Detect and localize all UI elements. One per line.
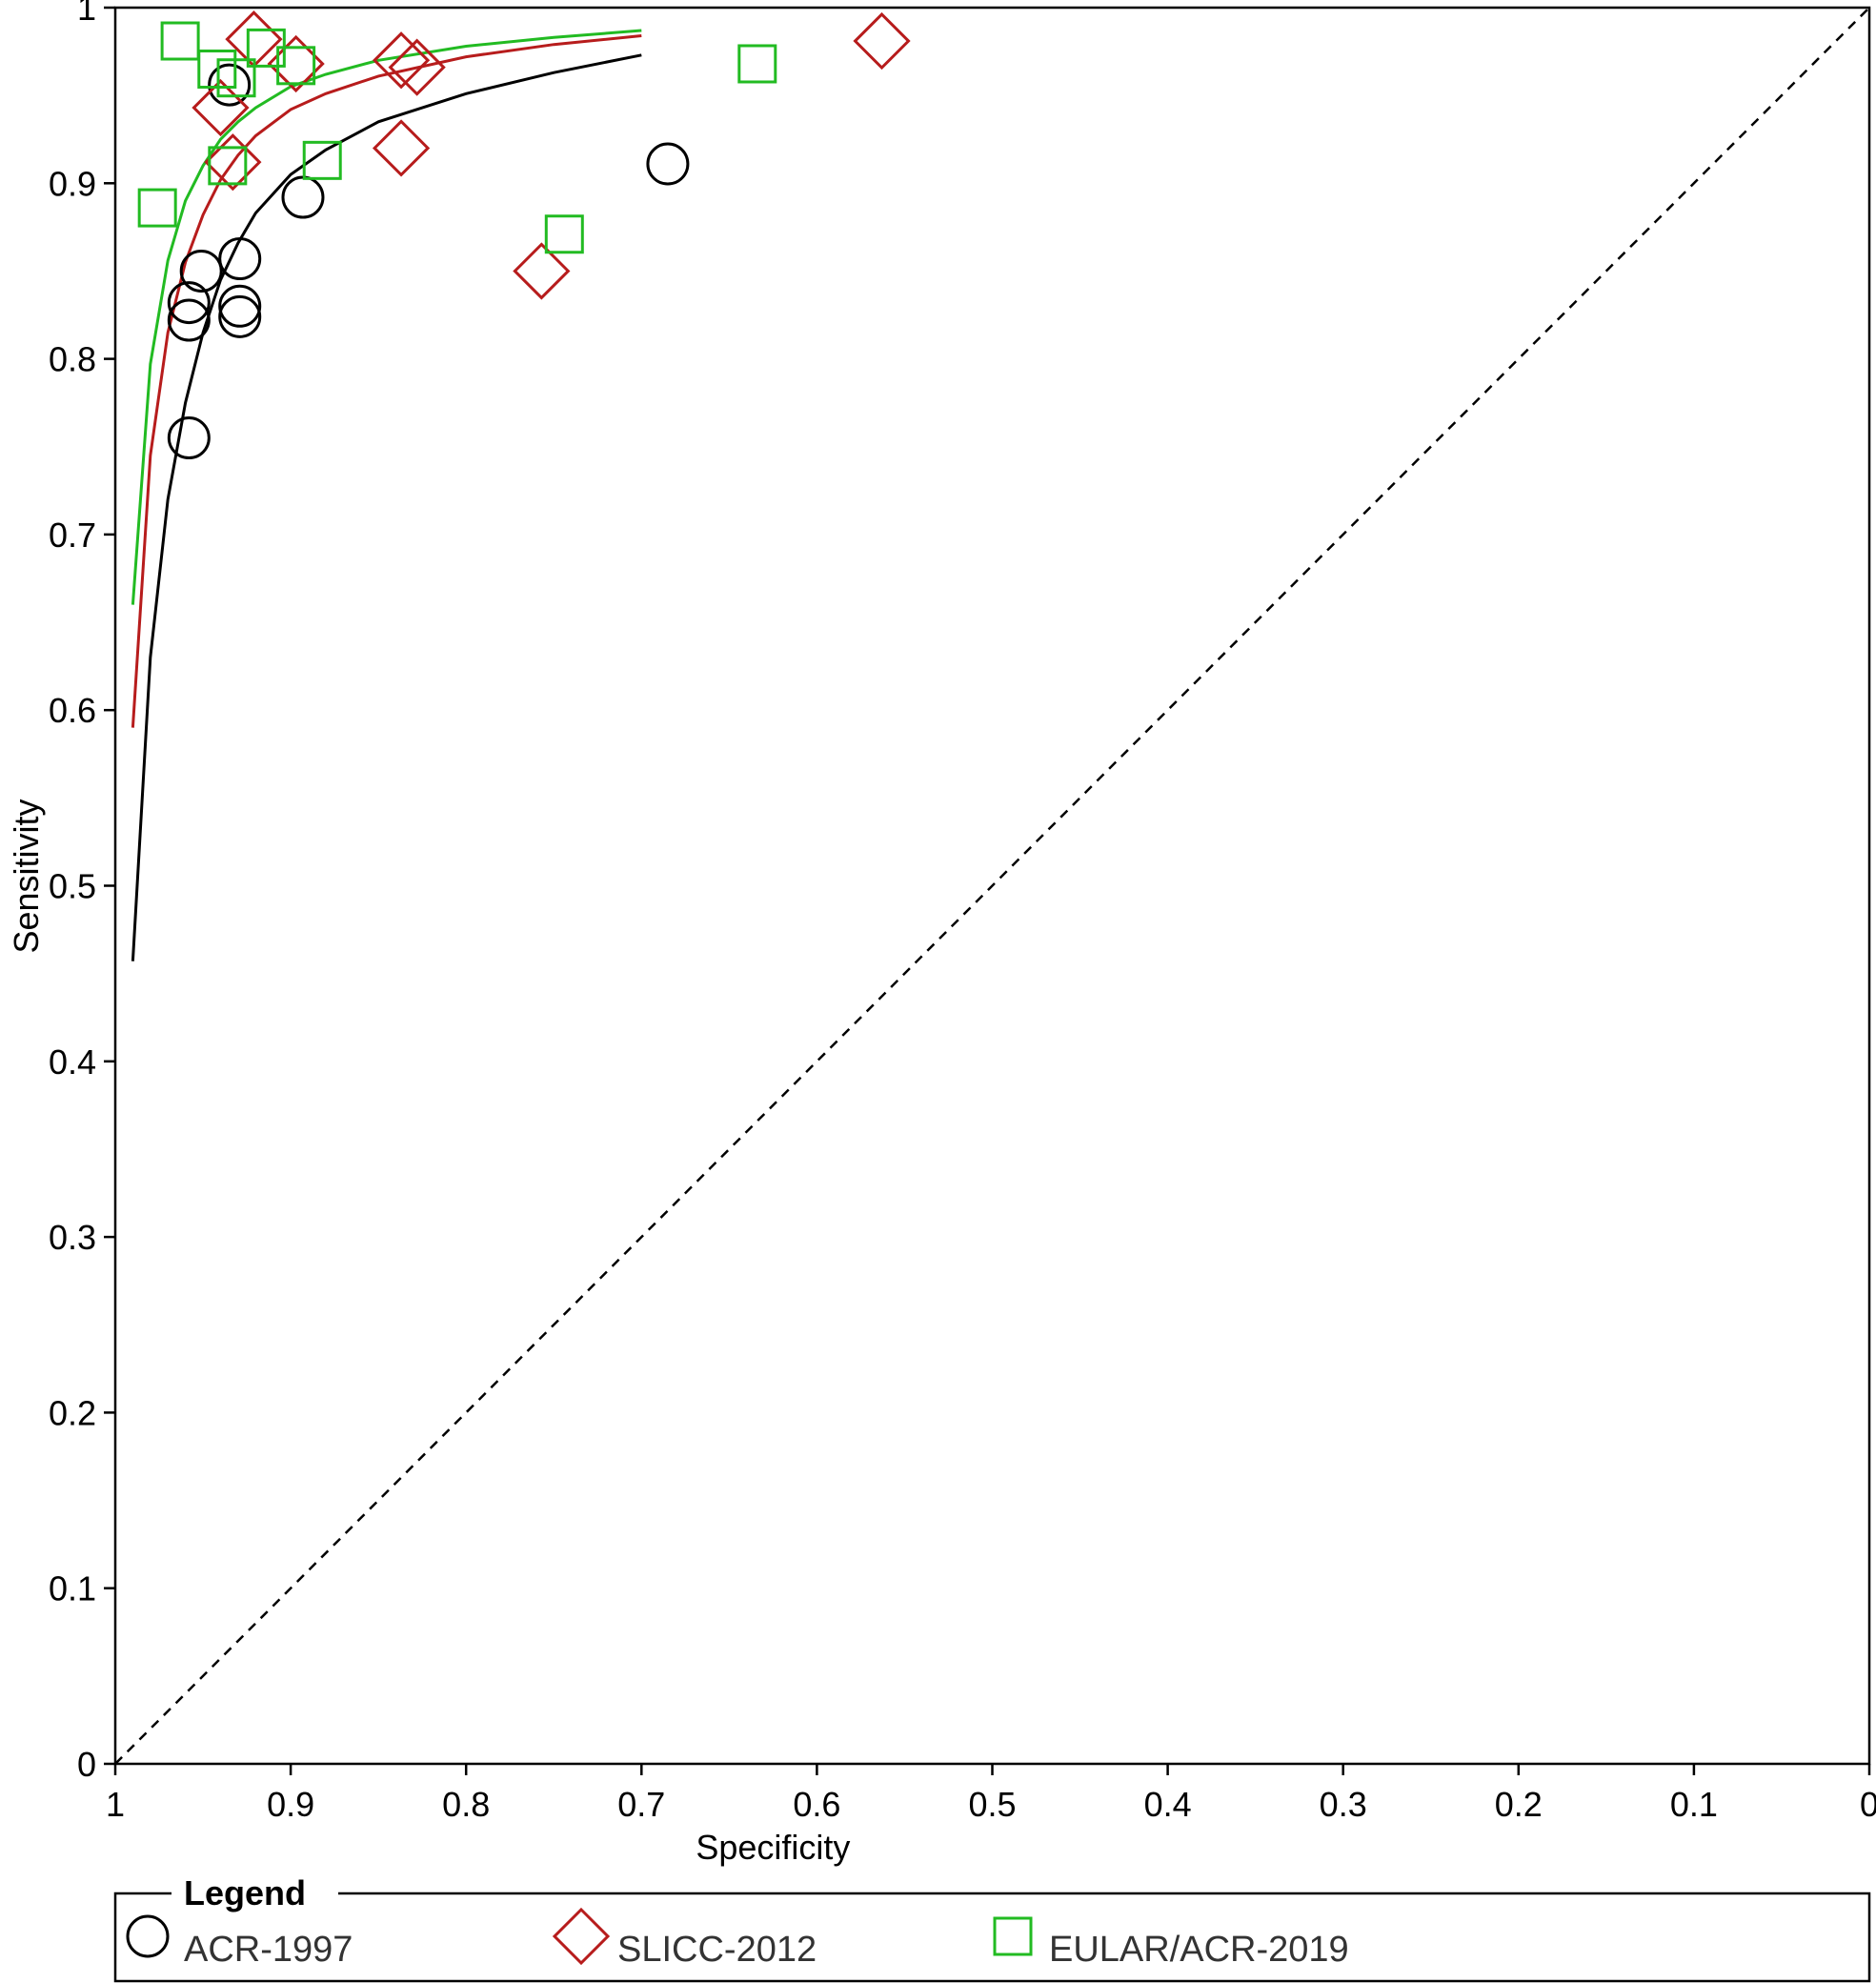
y-tick-label: 0.2	[49, 1393, 96, 1432]
data-point	[372, 31, 431, 90]
x-axis-ticks: 1 0.9 0.8 0.7 0.6 0.5 0.4 0.3 0.2 0.1 0	[106, 1764, 1876, 1824]
data-point	[218, 237, 262, 281]
y-tick-label: 1	[77, 0, 96, 28]
y-tick-label: 0.1	[49, 1569, 96, 1609]
data-point	[737, 44, 777, 84]
data-point	[218, 294, 262, 338]
study-points	[137, 10, 911, 460]
data-point	[302, 140, 342, 180]
x-axis-title: Specificity	[696, 1828, 850, 1867]
data-point	[218, 284, 262, 328]
legend-title-background	[171, 1874, 338, 1912]
y-tick-label: 0.8	[49, 340, 96, 379]
x-tick-label: 0.2	[1495, 1785, 1543, 1824]
data-point	[646, 142, 690, 186]
data-point	[167, 281, 211, 325]
y-axis-ticks: 0 0.1 0.2 0.3 0.4 0.5 0.6 0.7 0.8 0.9 1	[49, 0, 115, 1784]
x-tick-label: 0.9	[267, 1785, 314, 1824]
data-point	[208, 63, 252, 107]
y-tick-label: 0.5	[49, 867, 96, 906]
data-point	[388, 38, 446, 96]
sroc-curves	[131, 29, 642, 961]
legend-items: ACR-1997 SLICC-2012 EULAR/ACR-2019	[126, 1907, 1349, 1970]
data-point	[167, 298, 211, 342]
x-tick-label: 0.4	[1144, 1785, 1192, 1824]
y-tick-label: 0	[77, 1745, 96, 1784]
data-point	[192, 78, 250, 137]
x-tick-label: 0.1	[1670, 1785, 1718, 1824]
legend-label: ACR-1997	[184, 1930, 353, 1970]
reference-diagonal-line	[114, 7, 1870, 1765]
data-point	[281, 175, 325, 219]
data-point	[276, 46, 316, 86]
data-point	[137, 188, 177, 228]
y-tick-label: 0.6	[49, 691, 96, 730]
legend-title: Legend	[184, 1873, 306, 1912]
data-point	[372, 119, 431, 177]
legend-item: SLICC-2012	[552, 1907, 817, 1970]
y-tick-label: 0.3	[49, 1218, 96, 1257]
x-tick-label: 0.7	[617, 1785, 665, 1824]
data-point	[160, 21, 200, 61]
legend: Legend ACR-1997 SLICC-2012 EULAR/ACR-2019	[113, 1873, 1871, 1983]
data-point	[216, 58, 256, 98]
x-tick-label: 0.6	[793, 1785, 840, 1824]
data-point	[513, 242, 571, 300]
legend-marker	[126, 1914, 170, 1958]
x-tick-label: 1	[106, 1785, 125, 1824]
y-tick-label: 0.4	[49, 1042, 96, 1082]
legend-label: SLICC-2012	[617, 1930, 817, 1970]
legend-marker	[552, 1907, 611, 1966]
data-point	[204, 133, 262, 192]
legend-item: ACR-1997	[126, 1914, 353, 1970]
legend-label: EULAR/ACR-2019	[1049, 1930, 1349, 1970]
legend-box	[113, 1892, 1871, 1983]
x-tick-label: 0	[1860, 1785, 1876, 1824]
legend-item: EULAR/ACR-2019	[993, 1916, 1349, 1970]
x-tick-label: 0.8	[442, 1785, 490, 1824]
x-tick-label: 0.3	[1320, 1785, 1367, 1824]
sroc-curve	[131, 53, 642, 961]
legend-marker	[993, 1916, 1033, 1956]
sroc-curve	[131, 29, 642, 605]
y-tick-label: 0.7	[49, 516, 96, 555]
data-point	[208, 146, 248, 186]
x-tick-label: 0.5	[968, 1785, 1016, 1824]
y-tick-label: 0.9	[49, 164, 96, 203]
sroc-curve	[131, 34, 642, 728]
y-axis-title: Sensitivity	[7, 799, 46, 953]
data-point	[179, 249, 223, 293]
data-point	[167, 416, 211, 460]
data-point	[853, 11, 911, 71]
data-point	[544, 214, 584, 254]
